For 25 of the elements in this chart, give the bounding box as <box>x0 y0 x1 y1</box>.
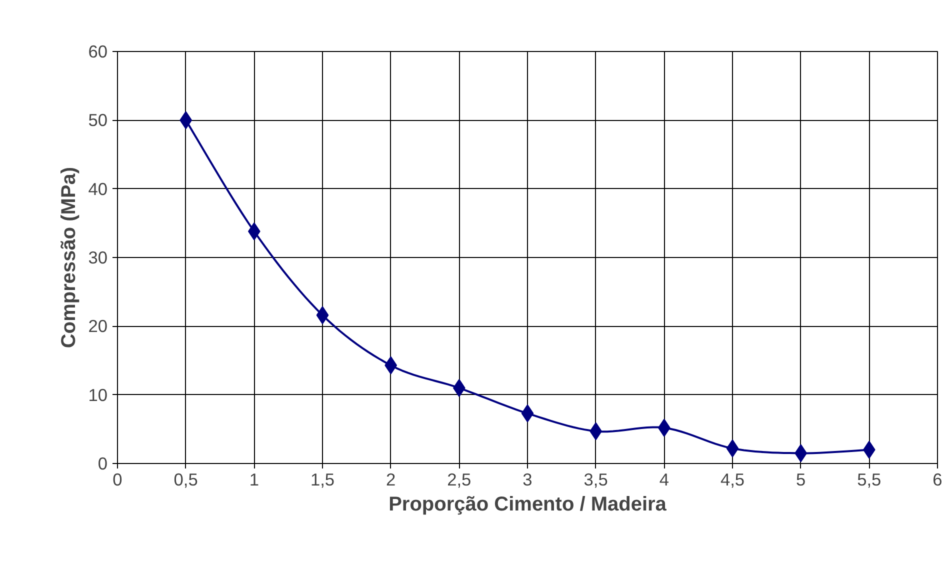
x-tick-label: 2 <box>386 470 396 490</box>
y-tick-label: 10 <box>88 384 108 405</box>
x-tick-label: 2,5 <box>447 470 472 490</box>
x-axis-title: Proporção Cimento / Madeira <box>388 494 668 516</box>
y-tick-label: 30 <box>88 248 108 268</box>
x-tick-label: 1 <box>249 470 259 490</box>
y-tick-label: 0 <box>98 454 108 474</box>
point <box>726 439 739 458</box>
y-tick-label: 50 <box>88 110 108 130</box>
x-tick-label: 3,5 <box>584 470 608 490</box>
y-tick-label: 40 <box>88 178 108 199</box>
y-tick-label: 60 <box>88 42 108 62</box>
x-tick-label: 1,5 <box>310 470 335 490</box>
x-tick-label: 5 <box>796 470 806 490</box>
x-tick-label: 3 <box>522 470 532 490</box>
y-tick-label: 20 <box>88 316 108 336</box>
x-tick-label: 0,5 <box>174 470 198 490</box>
point <box>316 306 329 324</box>
x-tick-label: 6 <box>932 470 942 490</box>
x-tick-label: 0 <box>112 470 122 490</box>
x-tick-label: 5,5 <box>857 470 882 490</box>
y-axis-title: Compressão (MPa) <box>58 166 80 348</box>
point <box>521 404 534 422</box>
x-tick-label: 4 <box>659 470 670 490</box>
x-tick-label: 4,5 <box>720 470 745 490</box>
